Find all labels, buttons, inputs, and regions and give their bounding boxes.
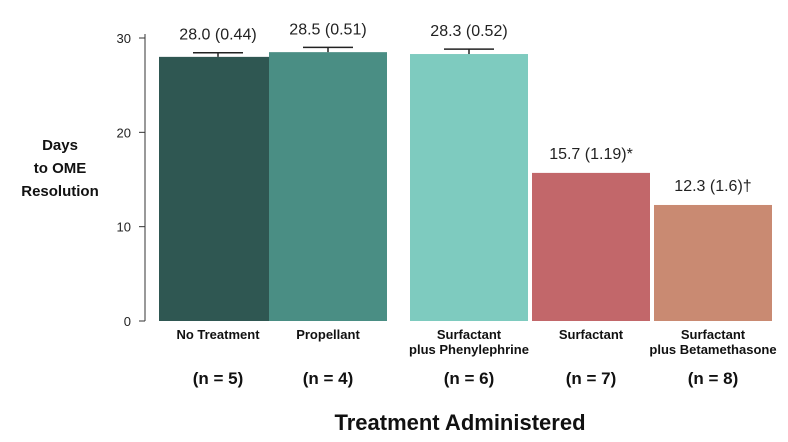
y-axis-label: Days to OME Resolution (21, 137, 99, 200)
y-axis-label-line: Resolution (21, 183, 99, 200)
data-labels: 28.0 (0.44) 28.5 (0.51) 28.3 (0.52) 15.7 (1… (179, 21, 751, 195)
sample-size-label: (n = 6) (444, 369, 495, 388)
y-tick-label: 20 (117, 125, 131, 140)
data-label: 15.7 (1.19)* (549, 146, 633, 163)
y-tick-label: 0 (124, 314, 131, 329)
bar (159, 56, 277, 321)
y-axis-label-line: to OME (34, 160, 87, 177)
sample-size-label: (n = 4) (303, 369, 354, 388)
data-label: 28.5 (0.51) (289, 21, 366, 38)
category-label: No Treatment (176, 327, 260, 342)
bar (269, 52, 387, 322)
y-axis-label-line: Days (42, 137, 78, 154)
category-label: plus Betamethasone (649, 342, 776, 357)
category-label: Surfactant (437, 327, 502, 342)
data-label: 28.3 (0.52) (430, 23, 507, 40)
data-label: 28.0 (0.44) (179, 27, 256, 44)
data-label: 12.3 (1.6)† (674, 178, 751, 195)
bars (159, 52, 772, 322)
category-label: Propellant (296, 327, 360, 342)
category-label: Surfactant (681, 327, 746, 342)
sample-size-label: (n = 5) (193, 369, 244, 388)
bar (410, 54, 528, 321)
bar (654, 204, 772, 321)
y-tick-label: 30 (117, 31, 131, 46)
error-bars (193, 46, 494, 57)
y-tick-label: 10 (117, 220, 131, 235)
category-label: plus Phenylephrine (409, 342, 529, 357)
y-axis: 0 10 20 30 (117, 31, 146, 329)
x-axis-title: Treatment Administered (334, 410, 585, 435)
sample-size-label: (n = 8) (688, 369, 739, 388)
bar (532, 172, 650, 321)
sample-size-labels: (n = 5) (n = 4) (n = 6) (n = 7) (n = 8) (193, 369, 739, 388)
category-label: Surfactant (559, 327, 624, 342)
sample-size-label: (n = 7) (566, 369, 617, 388)
